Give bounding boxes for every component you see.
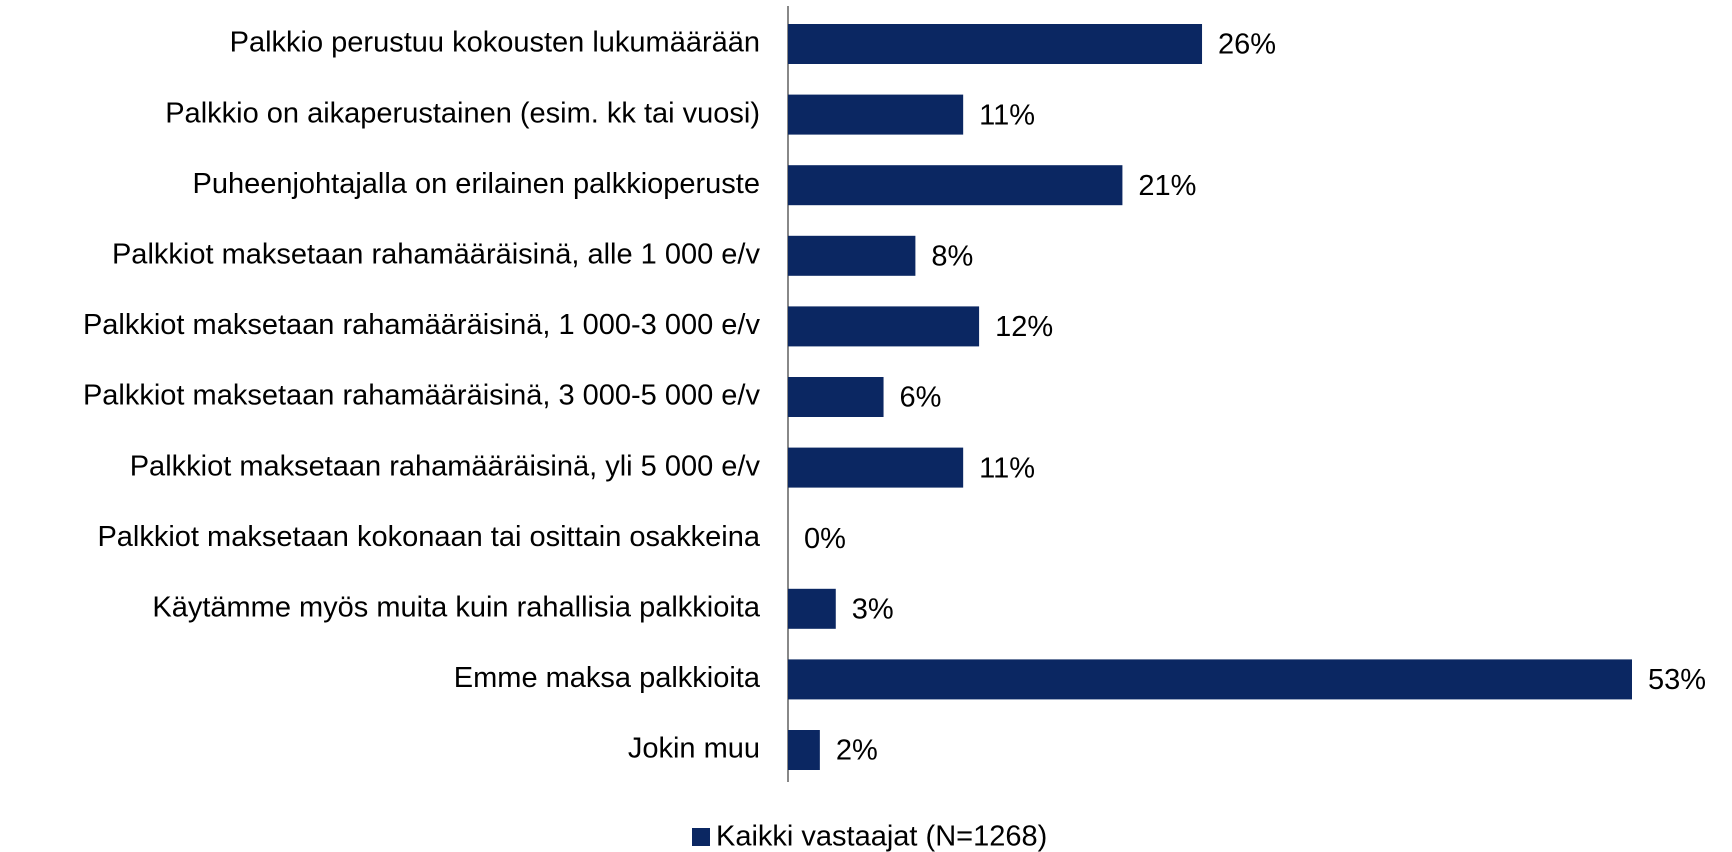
data-label: 0%: [804, 523, 846, 555]
category-label: Palkkiot maksetaan rahamääräisinä, yli 5…: [130, 450, 761, 482]
data-label: 26%: [1218, 29, 1276, 61]
data-label: 2%: [836, 735, 878, 767]
category-label: Palkkiot maksetaan kokonaan tai osittain…: [97, 521, 760, 553]
data-label: 12%: [995, 311, 1053, 343]
bar: [788, 165, 1123, 206]
data-label: 3%: [852, 593, 894, 625]
data-label: 11%: [979, 452, 1035, 484]
legend-swatch: [692, 828, 710, 846]
category-label: Palkkio on aikaperustainen (esim. kk tai…: [165, 97, 760, 129]
data-label: 21%: [1138, 170, 1196, 202]
data-label: 6%: [900, 382, 942, 414]
bar: [788, 659, 1632, 700]
bar: [788, 94, 964, 135]
data-label: 8%: [931, 240, 973, 272]
legend-label: Kaikki vastaajat (N=1268): [716, 821, 1047, 852]
category-label: Emme maksa palkkioita: [454, 662, 761, 694]
data-label: 11%: [979, 99, 1035, 131]
category-label: Palkkiot maksetaan rahamääräisinä, 3 000…: [83, 380, 761, 412]
bar: [788, 306, 980, 347]
bar: [788, 24, 1203, 64]
bar: [788, 588, 836, 629]
category-label: Palkkiot maksetaan rahamääräisinä, alle …: [112, 238, 761, 270]
category-label: Jokin muu: [628, 733, 760, 765]
bar: [788, 730, 820, 770]
category-label: Puheenjohtajalla on erilainen palkkioper…: [192, 168, 760, 200]
category-label: Palkkio perustuu kokousten lukumäärään: [230, 27, 760, 59]
bar: [788, 235, 916, 276]
category-label: Palkkiot maksetaan rahamääräisinä, 1 000…: [83, 309, 761, 341]
bar: [788, 447, 964, 488]
category-label: Käytämme myös muita kuin rahallisia palk…: [152, 591, 760, 623]
data-label: 53%: [1648, 664, 1706, 696]
bar: [788, 377, 884, 417]
